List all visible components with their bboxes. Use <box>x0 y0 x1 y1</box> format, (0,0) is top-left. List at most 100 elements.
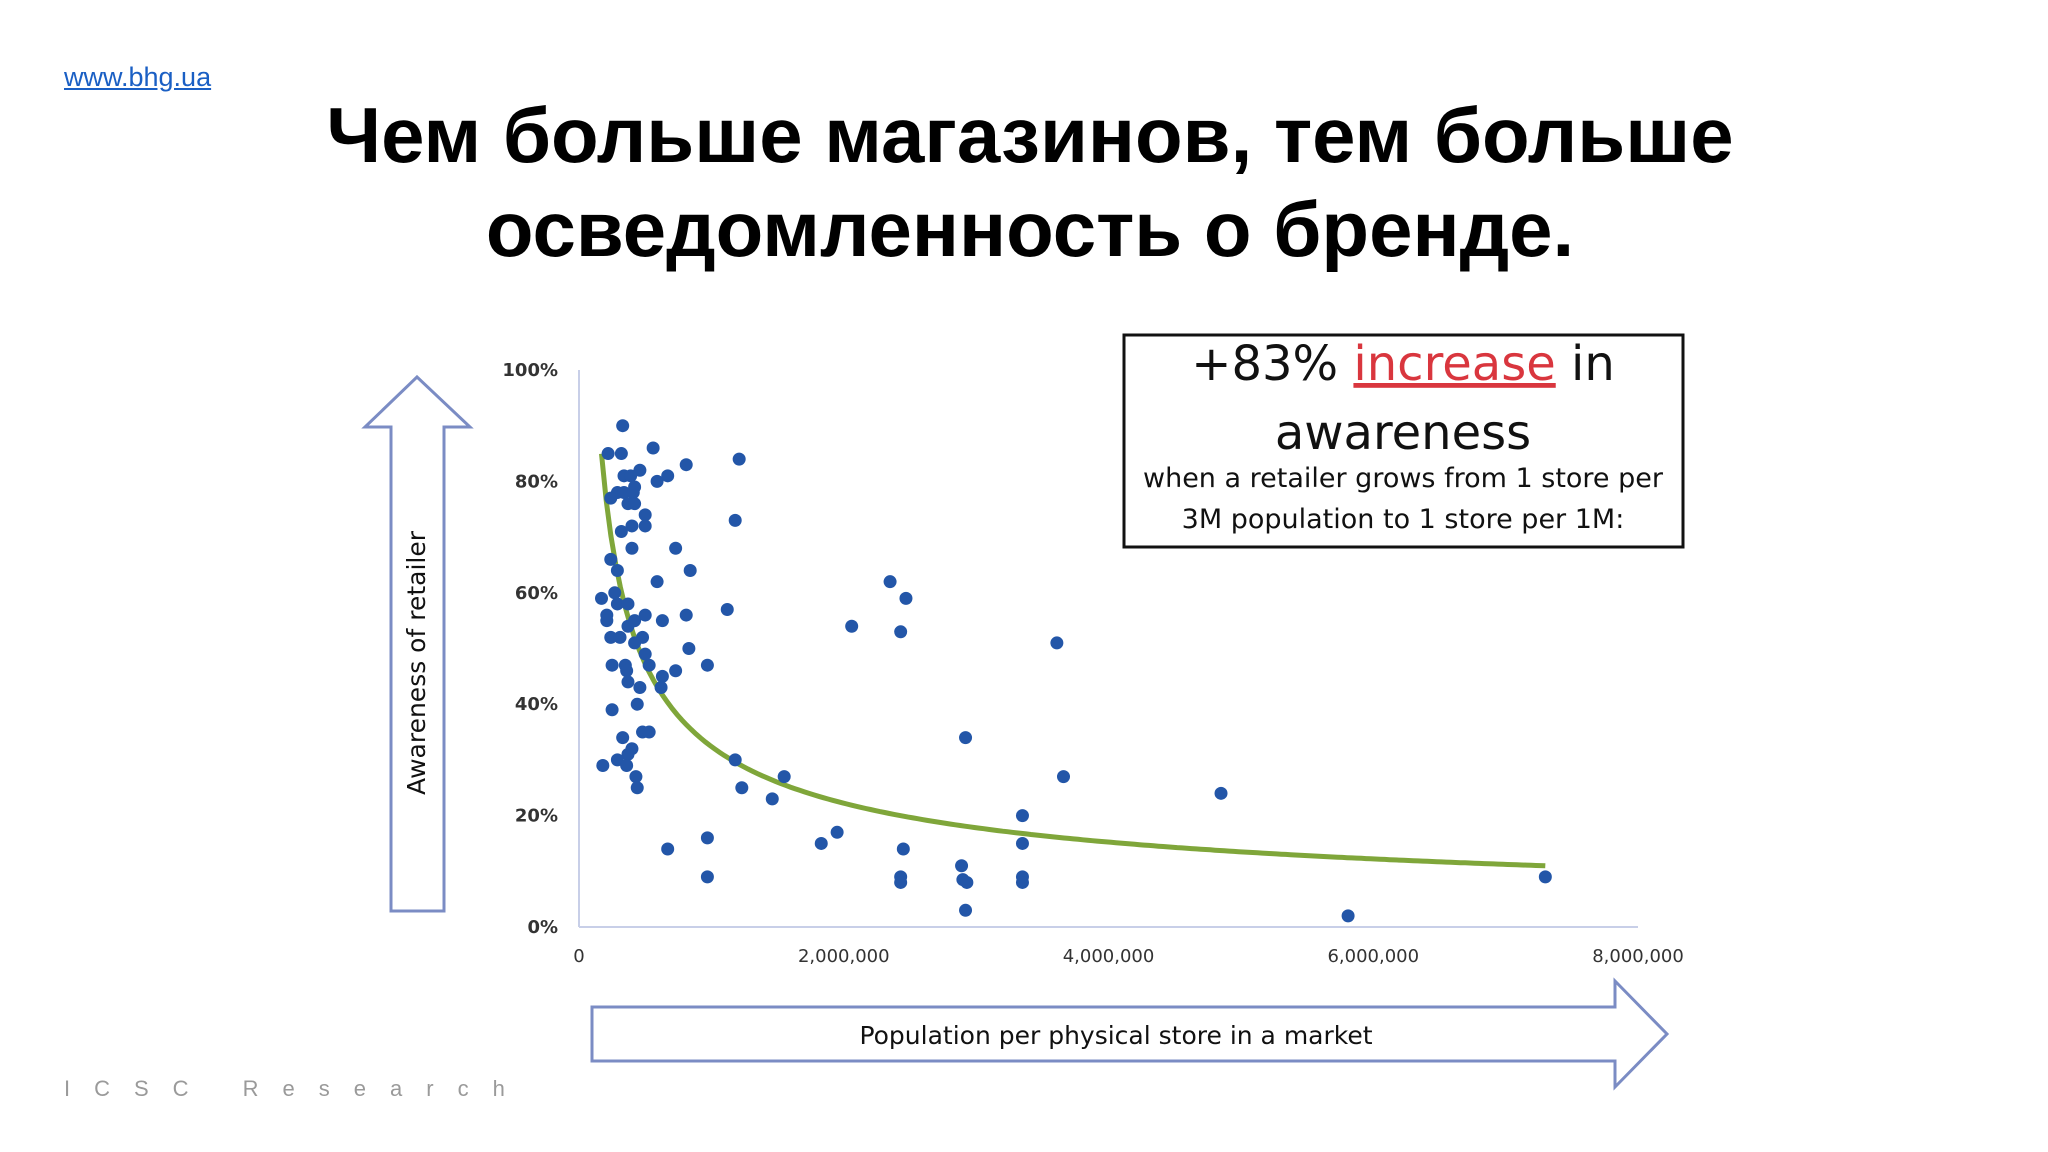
y-axis-arrow-icon <box>361 374 474 913</box>
data-point <box>621 675 635 689</box>
data-point <box>1341 909 1355 923</box>
y-tick-label: 0% <box>527 917 558 938</box>
data-point <box>628 497 642 511</box>
data-point <box>608 586 622 600</box>
callout-headline: +83% increase in <box>1191 336 1615 392</box>
data-point <box>732 452 746 466</box>
callout-line-3: when a retailer grows from 1 store per <box>1143 463 1664 494</box>
data-point <box>638 508 652 522</box>
data-point <box>625 519 639 533</box>
data-point <box>1015 875 1029 889</box>
data-point <box>1214 786 1228 800</box>
callout-box: +83% increase in awareness when a retail… <box>1122 333 1685 549</box>
data-point <box>617 486 631 500</box>
x-tick-label: 8,000,000 <box>1592 946 1684 967</box>
trendline <box>599 453 1546 869</box>
data-point <box>642 658 656 672</box>
data-point <box>616 731 630 745</box>
data-point <box>630 697 644 711</box>
data-point <box>604 491 618 505</box>
data-point <box>620 664 634 678</box>
data-point <box>596 758 610 772</box>
data-point <box>669 664 683 678</box>
data-point <box>600 614 614 628</box>
data-point <box>845 619 859 633</box>
data-point <box>960 875 974 889</box>
data-point <box>630 781 644 795</box>
y-tick-label: 40% <box>515 694 558 715</box>
title-line-2: осведомленность о бренде. <box>485 185 1575 273</box>
data-point <box>728 753 742 767</box>
data-point <box>682 642 696 655</box>
data-point <box>604 630 618 644</box>
data-point <box>614 447 628 461</box>
data-point <box>735 781 749 795</box>
data-point <box>629 770 643 784</box>
callout-line-2: awareness <box>1275 405 1531 461</box>
data-point <box>638 519 652 533</box>
data-point <box>638 647 652 661</box>
data-point <box>628 614 642 628</box>
data-point <box>959 903 973 917</box>
data-point <box>638 608 652 622</box>
data-point <box>610 564 624 578</box>
data-point <box>700 658 714 672</box>
title-line-1: Чем больше магазинов, тем больше <box>326 91 1734 179</box>
x-tick-label: 6,000,000 <box>1327 946 1419 967</box>
data-point <box>661 842 675 856</box>
website-link[interactable]: www.bhg.ua <box>64 62 212 92</box>
source-footer: ICSC Research <box>64 1076 529 1101</box>
data-point <box>626 486 640 500</box>
data-point <box>655 669 669 683</box>
data-point <box>621 747 635 761</box>
x-tick-label: 4,000,000 <box>1063 946 1155 967</box>
data-point <box>765 792 779 806</box>
data-point <box>679 608 693 622</box>
data-point <box>959 731 973 745</box>
data-point <box>777 770 791 784</box>
data-point <box>654 680 668 694</box>
data-point <box>604 552 618 566</box>
data-point <box>700 831 714 845</box>
data-point <box>894 875 908 889</box>
y-axis-label: Awareness of retailer <box>402 530 431 795</box>
y-tick-label: 20% <box>515 806 558 827</box>
data-point <box>683 564 697 578</box>
x-axis-label: Population per physical store in a marke… <box>859 1021 1372 1050</box>
data-point <box>625 541 639 555</box>
data-point <box>1015 836 1029 850</box>
data-point <box>669 541 683 555</box>
data-point <box>646 441 660 455</box>
data-point <box>883 575 897 589</box>
data-point <box>894 625 908 639</box>
data-point <box>814 836 828 850</box>
data-point <box>624 469 638 483</box>
x-tick-label: 0 <box>573 946 584 967</box>
data-point <box>1050 636 1064 650</box>
data-point <box>896 842 910 856</box>
data-point <box>650 474 664 488</box>
data-point <box>899 591 913 605</box>
data-point <box>620 758 634 772</box>
data-point <box>1015 809 1029 823</box>
y-tick-label: 80% <box>515 471 558 492</box>
data-point <box>605 703 619 717</box>
data-point <box>628 636 642 650</box>
data-point <box>613 630 627 644</box>
data-point <box>610 597 624 611</box>
data-point <box>595 591 609 605</box>
data-point <box>1056 770 1070 784</box>
data-point <box>605 658 619 672</box>
x-tick-label: 2,000,000 <box>798 946 890 967</box>
x-axis-arrow-icon <box>590 977 1670 1091</box>
callout-line-4: 3M population to 1 store per 1M: <box>1182 504 1625 535</box>
data-point <box>633 680 647 694</box>
data-point <box>614 525 628 539</box>
y-tick-label: 100% <box>502 360 558 381</box>
data-point <box>830 825 844 839</box>
data-point <box>601 447 615 461</box>
data-point <box>621 597 635 611</box>
data-point <box>1538 870 1552 884</box>
slide-title: Чем больше магазинов, тем больше осведом… <box>0 88 2048 276</box>
